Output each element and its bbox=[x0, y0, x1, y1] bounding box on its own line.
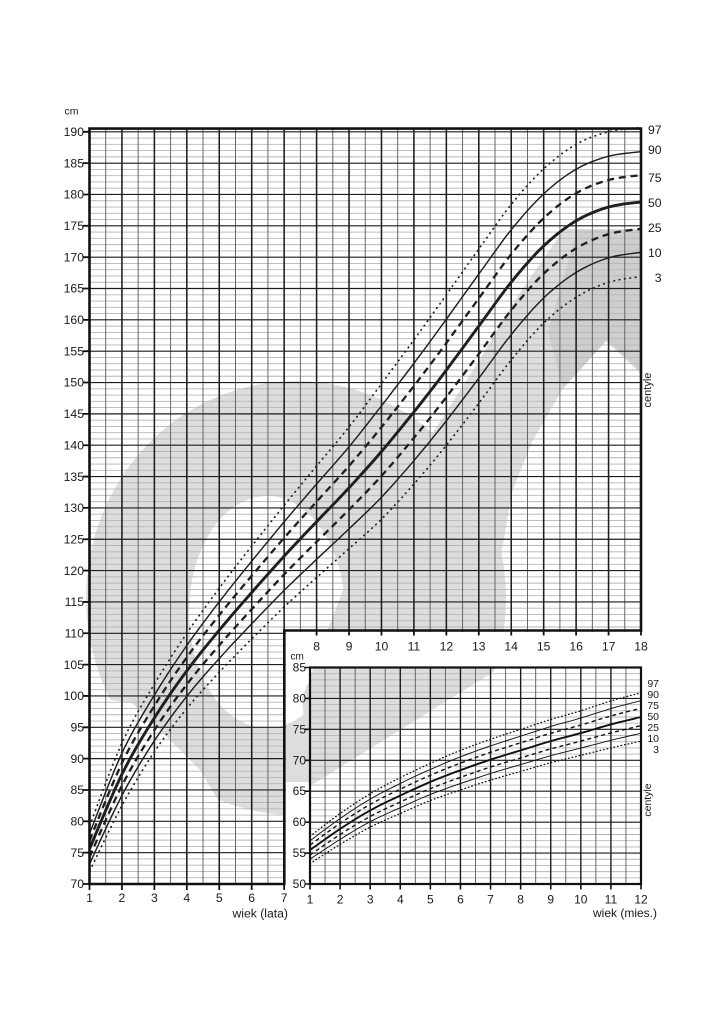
svg-text:cm: cm bbox=[65, 106, 79, 118]
svg-text:15: 15 bbox=[537, 640, 551, 654]
svg-text:8: 8 bbox=[313, 640, 320, 654]
svg-text:90: 90 bbox=[648, 143, 662, 157]
svg-text:3: 3 bbox=[367, 893, 374, 907]
svg-text:97: 97 bbox=[647, 678, 659, 690]
svg-text:50: 50 bbox=[293, 877, 307, 891]
svg-text:6: 6 bbox=[248, 891, 255, 905]
svg-text:70: 70 bbox=[293, 753, 307, 767]
svg-text:85: 85 bbox=[70, 783, 84, 797]
svg-text:75: 75 bbox=[648, 171, 662, 185]
svg-text:3: 3 bbox=[653, 744, 659, 756]
svg-text:60: 60 bbox=[293, 815, 307, 829]
svg-text:9: 9 bbox=[547, 893, 554, 907]
svg-text:4: 4 bbox=[397, 893, 404, 907]
svg-text:3: 3 bbox=[151, 891, 158, 905]
svg-text:7: 7 bbox=[281, 891, 288, 905]
svg-text:130: 130 bbox=[64, 501, 85, 515]
svg-text:1: 1 bbox=[307, 893, 314, 907]
svg-text:11: 11 bbox=[408, 640, 421, 654]
svg-text:90: 90 bbox=[70, 752, 84, 766]
svg-text:25: 25 bbox=[647, 722, 659, 734]
svg-text:12: 12 bbox=[440, 640, 454, 654]
svg-text:65: 65 bbox=[293, 784, 307, 798]
svg-text:150: 150 bbox=[64, 376, 85, 390]
svg-text:9: 9 bbox=[346, 640, 353, 654]
svg-text:18: 18 bbox=[634, 640, 648, 654]
svg-text:10: 10 bbox=[375, 640, 389, 654]
svg-text:70: 70 bbox=[70, 877, 84, 891]
svg-text:4: 4 bbox=[183, 891, 190, 905]
svg-text:80: 80 bbox=[70, 815, 84, 829]
svg-text:190: 190 bbox=[64, 125, 85, 139]
svg-text:13: 13 bbox=[472, 640, 486, 654]
svg-text:8: 8 bbox=[517, 893, 524, 907]
svg-text:25: 25 bbox=[648, 221, 662, 235]
svg-text:17: 17 bbox=[602, 640, 616, 654]
svg-text:100: 100 bbox=[64, 689, 85, 703]
svg-text:5: 5 bbox=[427, 893, 434, 907]
svg-text:125: 125 bbox=[64, 532, 85, 546]
svg-text:50: 50 bbox=[648, 196, 662, 210]
svg-text:50: 50 bbox=[647, 711, 659, 723]
svg-text:10: 10 bbox=[574, 893, 588, 907]
svg-text:180: 180 bbox=[64, 188, 85, 202]
svg-text:135: 135 bbox=[64, 470, 85, 484]
svg-text:97: 97 bbox=[648, 123, 662, 137]
svg-text:1: 1 bbox=[86, 891, 93, 905]
svg-text:75: 75 bbox=[70, 846, 84, 860]
svg-text:2: 2 bbox=[337, 893, 344, 907]
svg-text:wiek (lata): wiek (lata) bbox=[231, 907, 288, 921]
svg-text:55: 55 bbox=[293, 846, 307, 860]
svg-text:10: 10 bbox=[647, 733, 659, 745]
svg-text:155: 155 bbox=[64, 344, 85, 358]
svg-text:170: 170 bbox=[64, 250, 85, 264]
svg-text:75: 75 bbox=[293, 722, 307, 736]
svg-text:cm: cm bbox=[291, 652, 304, 663]
svg-text:centyle: centyle bbox=[642, 783, 654, 816]
svg-text:16: 16 bbox=[569, 640, 583, 654]
svg-text:80: 80 bbox=[293, 691, 307, 705]
svg-text:11: 11 bbox=[605, 893, 618, 907]
svg-text:12: 12 bbox=[634, 893, 648, 907]
svg-text:115: 115 bbox=[65, 595, 85, 609]
svg-text:120: 120 bbox=[64, 564, 85, 578]
svg-text:160: 160 bbox=[64, 313, 85, 327]
svg-text:145: 145 bbox=[64, 407, 85, 421]
svg-text:105: 105 bbox=[64, 658, 85, 672]
svg-text:5: 5 bbox=[216, 891, 223, 905]
svg-text:2: 2 bbox=[119, 891, 126, 905]
svg-text:75: 75 bbox=[647, 700, 659, 712]
svg-text:85: 85 bbox=[293, 661, 307, 675]
svg-text:90: 90 bbox=[647, 689, 659, 701]
svg-text:185: 185 bbox=[64, 156, 85, 170]
svg-text:14: 14 bbox=[504, 640, 518, 654]
svg-text:10: 10 bbox=[648, 246, 662, 260]
svg-text:175: 175 bbox=[64, 219, 85, 233]
svg-text:165: 165 bbox=[64, 282, 85, 296]
svg-text:140: 140 bbox=[64, 438, 85, 452]
svg-text:95: 95 bbox=[70, 721, 84, 735]
svg-text:3: 3 bbox=[655, 271, 662, 285]
svg-text:6: 6 bbox=[457, 893, 464, 907]
svg-text:7: 7 bbox=[487, 893, 494, 907]
svg-text:110: 110 bbox=[65, 627, 85, 641]
svg-text:centyle: centyle bbox=[642, 373, 654, 408]
svg-text:wiek (mies.): wiek (mies.) bbox=[592, 906, 657, 920]
